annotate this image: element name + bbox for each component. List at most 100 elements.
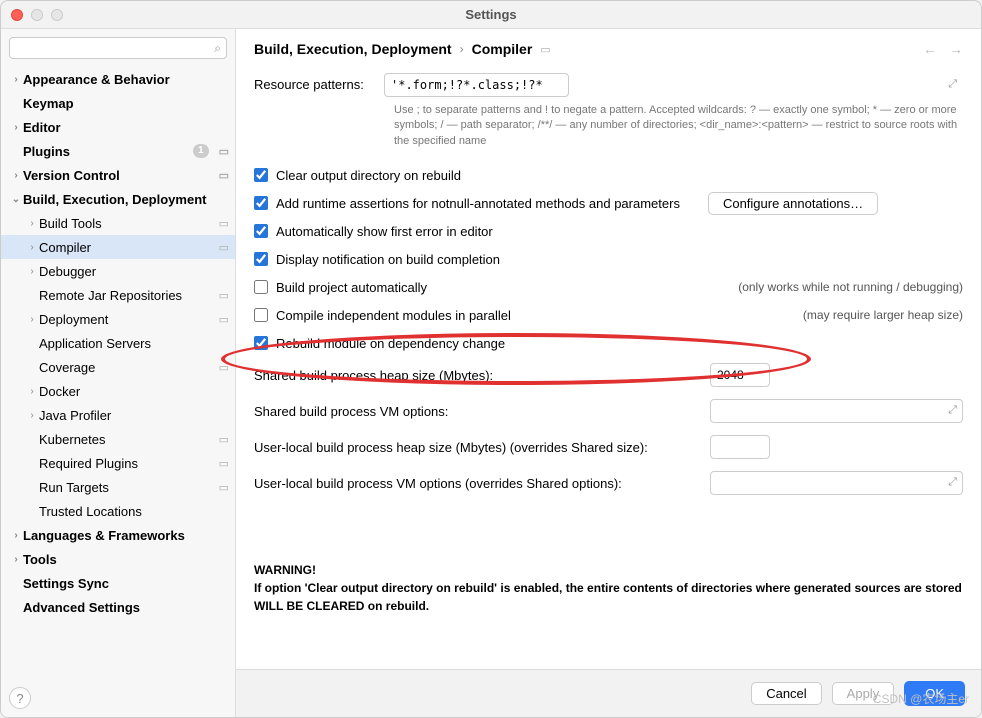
sidebar-item-label: Editor	[23, 120, 229, 135]
sidebar-item-label: Version Control	[23, 168, 215, 183]
configure-annotations-button[interactable]: Configure annotations…	[708, 192, 878, 215]
checkbox-3[interactable]	[254, 252, 268, 266]
cancel-button[interactable]: Cancel	[751, 682, 821, 705]
sidebar-item-remote-jar-repositories[interactable]: Remote Jar Repositories▭	[1, 283, 235, 307]
sidebar-item-compiler[interactable]: ›Compiler▭	[1, 235, 235, 259]
sidebar-item-version-control[interactable]: ›Version Control ▭	[1, 163, 235, 187]
field-input-1[interactable]	[710, 399, 963, 423]
sidebar-item-coverage[interactable]: Coverage▭	[1, 355, 235, 379]
apply-button[interactable]: Apply	[832, 682, 895, 705]
sidebar-item-docker[interactable]: ›Docker	[1, 379, 235, 403]
checkbox-label: Automatically show first error in editor	[276, 224, 493, 239]
sidebar-item-appearance-behavior[interactable]: ›Appearance & Behavior	[1, 67, 235, 91]
sidebar-item-debugger[interactable]: ›Debugger	[1, 259, 235, 283]
field-input-0[interactable]	[710, 363, 770, 387]
field-input-2[interactable]	[710, 435, 770, 459]
checkbox-label: Add runtime assertions for notnull-annot…	[276, 196, 680, 211]
sidebar-item-java-profiler[interactable]: ›Java Profiler	[1, 403, 235, 427]
sidebar-item-label: Keymap	[23, 96, 229, 111]
sidebar-item-trusted-locations[interactable]: Trusted Locations	[1, 499, 235, 523]
field-row-1: Shared build process VM options:⤢	[254, 393, 963, 429]
sidebar-item-run-targets[interactable]: Run Targets▭	[1, 475, 235, 499]
checkbox-label: Rebuild module on dependency change	[276, 336, 505, 351]
sidebar-item-label: Build Tools	[39, 216, 215, 231]
check-row-6: Rebuild module on dependency change	[254, 329, 963, 357]
project-scope-icon: ▭	[219, 145, 229, 158]
field-label: Shared build process heap size (Mbytes):	[254, 368, 694, 383]
tree-arrow-icon[interactable]: ⌄	[9, 194, 23, 205]
sidebar-item-label: Docker	[39, 384, 229, 399]
sidebar-item-kubernetes[interactable]: Kubernetes ▭	[1, 427, 235, 451]
sidebar-item-build-tools[interactable]: ›Build Tools▭	[1, 211, 235, 235]
resource-patterns-help: Use ; to separate patterns and ! to nega…	[394, 103, 963, 149]
sidebar-item-label: Java Profiler	[39, 408, 229, 423]
sidebar-item-keymap[interactable]: Keymap	[1, 91, 235, 115]
search-input[interactable]	[9, 37, 227, 59]
tree-arrow-icon[interactable]: ›	[25, 314, 39, 325]
sidebar-item-advanced-settings[interactable]: Advanced Settings	[1, 595, 235, 619]
help-button[interactable]: ?	[9, 687, 31, 709]
tree-arrow-icon[interactable]: ›	[9, 530, 23, 541]
sidebar-item-plugins[interactable]: Plugins1▭	[1, 139, 235, 163]
field-label: User-local build process VM options (ove…	[254, 476, 694, 491]
sidebar-item-deployment[interactable]: ›Deployment▭	[1, 307, 235, 331]
sidebar-item-build-execution-deployment[interactable]: ⌄Build, Execution, Deployment	[1, 187, 235, 211]
sidebar-item-label: Appearance & Behavior	[23, 72, 229, 87]
sidebar-item-label: Debugger	[39, 264, 229, 279]
check-row-4: Build project automatically(only works w…	[254, 273, 963, 301]
field-input-3[interactable]	[710, 471, 963, 495]
sidebar-item-label: Application Servers	[39, 336, 229, 351]
breadcrumb: Build, Execution, Deployment › Compiler …	[236, 29, 981, 63]
expand-icon[interactable]: ⤢	[948, 404, 957, 417]
settings-tree: ›Appearance & BehaviorKeymap›EditorPlugi…	[1, 67, 235, 679]
check-row-0: Clear output directory on rebuild	[254, 161, 963, 189]
checkbox-4[interactable]	[254, 280, 268, 294]
back-icon[interactable]: ←	[923, 41, 937, 57]
expand-icon[interactable]: ⤢	[948, 476, 957, 489]
sidebar-item-editor[interactable]: ›Editor	[1, 115, 235, 139]
forward-icon[interactable]: →	[949, 41, 963, 57]
tree-arrow-icon[interactable]: ›	[25, 242, 39, 253]
checkbox-1[interactable]	[254, 196, 268, 210]
tree-arrow-icon[interactable]: ›	[25, 386, 39, 397]
sidebar: ⌕ ›Appearance & BehaviorKeymap›EditorPlu…	[1, 29, 236, 717]
sidebar-item-label: Tools	[23, 552, 229, 567]
breadcrumb-root[interactable]: Build, Execution, Deployment	[254, 41, 452, 57]
sidebar-item-label: Build, Execution, Deployment	[23, 192, 229, 207]
tree-arrow-icon[interactable]: ›	[9, 170, 23, 181]
checkbox-5[interactable]	[254, 308, 268, 322]
sidebar-item-languages-frameworks[interactable]: ›Languages & Frameworks	[1, 523, 235, 547]
sidebar-item-label: Run Targets	[39, 480, 215, 495]
check-hint: (may require larger heap size)	[803, 308, 963, 322]
checkbox-6[interactable]	[254, 336, 268, 350]
field-input-wrap: ⤢	[710, 399, 963, 423]
tree-arrow-icon[interactable]: ›	[9, 74, 23, 85]
sidebar-item-label: Advanced Settings	[23, 600, 229, 615]
checkbox-0[interactable]	[254, 168, 268, 182]
ok-button[interactable]: OK	[904, 681, 965, 706]
tree-arrow-icon[interactable]: ›	[25, 218, 39, 229]
tree-arrow-icon[interactable]: ›	[25, 410, 39, 421]
tree-arrow-icon[interactable]: ›	[9, 554, 23, 565]
sidebar-item-required-plugins[interactable]: Required Plugins▭	[1, 451, 235, 475]
project-scope-icon: ▭	[540, 43, 550, 56]
checkbox-label: Build project automatically	[276, 280, 427, 295]
tree-arrow-icon[interactable]: ›	[25, 266, 39, 277]
project-scope-icon: ▭	[219, 313, 229, 326]
sidebar-item-label: Kubernetes	[39, 432, 215, 447]
search-wrap: ⌕	[1, 29, 235, 67]
sidebar-item-label: Plugins	[23, 144, 193, 159]
sidebar-item-label: Settings Sync	[23, 576, 229, 591]
resource-patterns-input[interactable]	[384, 73, 569, 97]
footer: Cancel Apply OK	[236, 669, 981, 717]
sidebar-item-tools[interactable]: ›Tools	[1, 547, 235, 571]
expand-icon[interactable]: ⤢	[948, 78, 957, 91]
window-title: Settings	[1, 7, 981, 22]
sidebar-item-application-servers[interactable]: Application Servers	[1, 331, 235, 355]
chevron-right-icon: ›	[460, 42, 464, 56]
sidebar-item-settings-sync[interactable]: Settings Sync	[1, 571, 235, 595]
project-scope-icon: ▭	[219, 169, 229, 182]
tree-arrow-icon[interactable]: ›	[9, 122, 23, 133]
checkbox-2[interactable]	[254, 224, 268, 238]
project-scope-icon: ▭	[219, 433, 229, 446]
